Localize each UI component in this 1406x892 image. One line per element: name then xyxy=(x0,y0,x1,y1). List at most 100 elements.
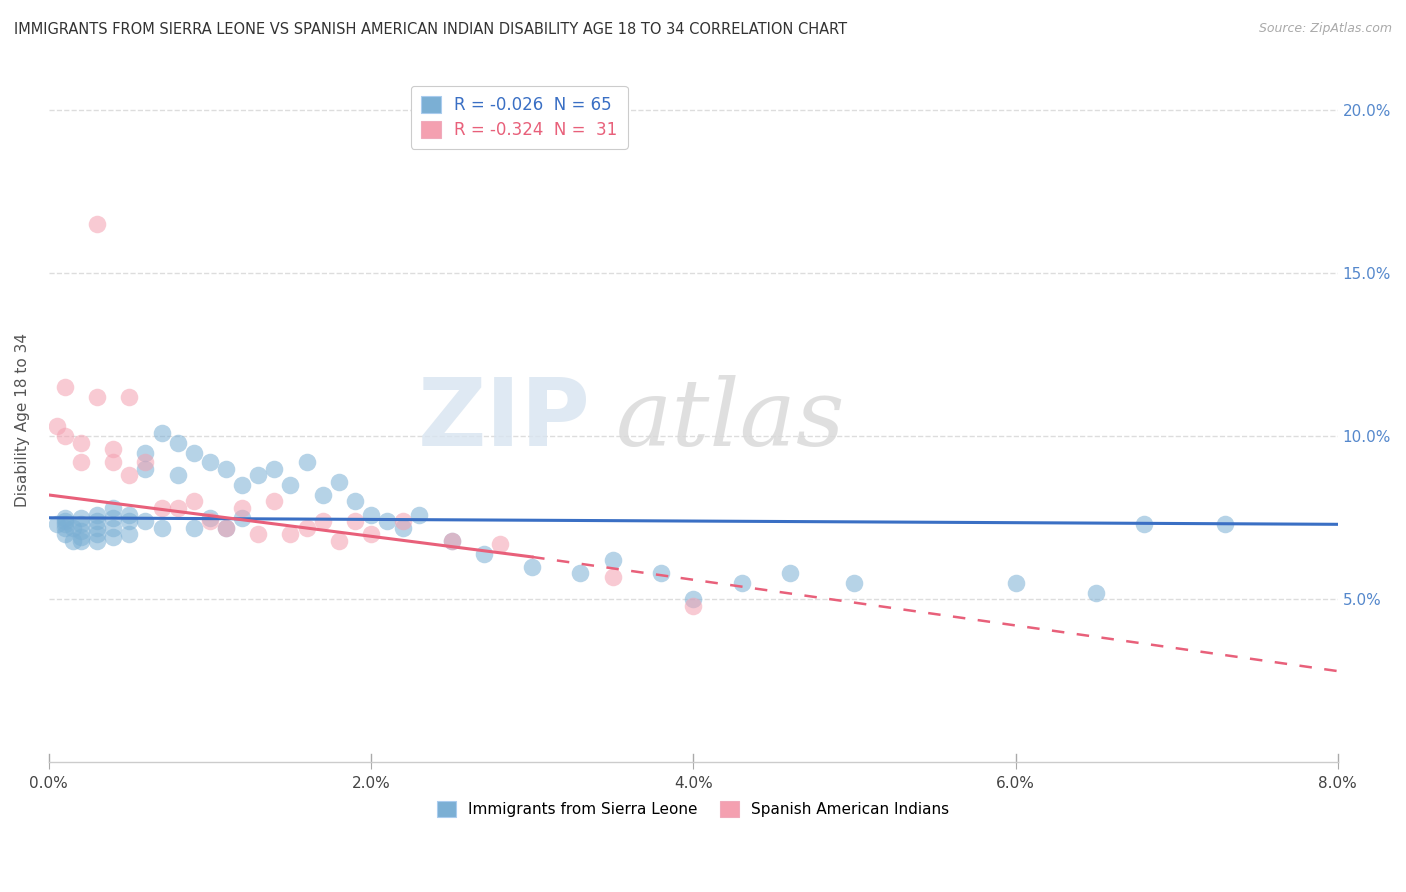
Point xyxy=(166,501,188,516)
Point xyxy=(602,569,624,583)
Point xyxy=(343,514,366,528)
Point xyxy=(103,510,125,524)
Point xyxy=(62,533,84,548)
Point xyxy=(328,475,350,489)
Point xyxy=(150,425,173,440)
Point xyxy=(45,419,67,434)
Point xyxy=(392,514,415,528)
Point xyxy=(263,494,285,508)
Point xyxy=(295,455,318,469)
Point xyxy=(118,468,141,483)
Legend: Immigrants from Sierra Leone, Spanish American Indians: Immigrants from Sierra Leone, Spanish Am… xyxy=(432,795,955,823)
Y-axis label: Disability Age 18 to 34: Disability Age 18 to 34 xyxy=(15,333,30,507)
Point xyxy=(569,566,592,581)
Point xyxy=(198,455,221,469)
Point xyxy=(440,533,463,548)
Point xyxy=(70,533,93,548)
Point xyxy=(1133,517,1156,532)
Point xyxy=(280,478,302,492)
Text: IMMIGRANTS FROM SIERRA LEONE VS SPANISH AMERICAN INDIAN DISABILITY AGE 18 TO 34 : IMMIGRANTS FROM SIERRA LEONE VS SPANISH … xyxy=(14,22,848,37)
Point xyxy=(520,559,543,574)
Point xyxy=(150,520,173,534)
Point xyxy=(602,553,624,567)
Point xyxy=(86,508,108,522)
Point xyxy=(682,599,704,613)
Text: atlas: atlas xyxy=(616,375,845,465)
Text: Source: ZipAtlas.com: Source: ZipAtlas.com xyxy=(1258,22,1392,36)
Point xyxy=(730,576,752,591)
Point xyxy=(328,533,350,548)
Point xyxy=(118,508,141,522)
Point xyxy=(375,514,398,528)
Point xyxy=(103,455,125,469)
Point xyxy=(231,501,253,516)
Point xyxy=(779,566,801,581)
Point xyxy=(1085,586,1108,600)
Point xyxy=(198,514,221,528)
Point xyxy=(183,520,205,534)
Point xyxy=(295,520,318,534)
Point xyxy=(183,494,205,508)
Point xyxy=(311,488,333,502)
Point xyxy=(103,530,125,544)
Point xyxy=(215,520,238,534)
Point xyxy=(844,576,866,591)
Point xyxy=(62,520,84,534)
Point xyxy=(360,527,382,541)
Point xyxy=(103,501,125,516)
Point xyxy=(263,462,285,476)
Point xyxy=(360,508,382,522)
Point xyxy=(70,510,93,524)
Point xyxy=(472,547,495,561)
Point xyxy=(53,517,76,532)
Point xyxy=(70,524,93,538)
Point xyxy=(86,533,108,548)
Point xyxy=(70,435,93,450)
Point xyxy=(118,527,141,541)
Point xyxy=(150,501,173,516)
Point xyxy=(311,514,333,528)
Point xyxy=(134,445,156,459)
Point xyxy=(86,217,108,231)
Point xyxy=(103,442,125,457)
Point xyxy=(215,520,238,534)
Point xyxy=(45,517,67,532)
Point xyxy=(166,435,188,450)
Point xyxy=(682,592,704,607)
Point xyxy=(53,520,76,534)
Point xyxy=(53,514,76,528)
Point xyxy=(134,514,156,528)
Point xyxy=(489,537,512,551)
Point xyxy=(103,520,125,534)
Point xyxy=(1213,517,1236,532)
Point xyxy=(118,390,141,404)
Point xyxy=(86,514,108,528)
Point xyxy=(166,468,188,483)
Point xyxy=(53,510,76,524)
Point xyxy=(134,462,156,476)
Point xyxy=(134,455,156,469)
Point xyxy=(86,390,108,404)
Point xyxy=(53,527,76,541)
Point xyxy=(70,517,93,532)
Point xyxy=(183,445,205,459)
Point xyxy=(231,510,253,524)
Point xyxy=(343,494,366,508)
Point xyxy=(70,455,93,469)
Point xyxy=(86,527,108,541)
Point xyxy=(215,462,238,476)
Point xyxy=(247,468,270,483)
Text: ZIP: ZIP xyxy=(418,374,591,466)
Point xyxy=(231,478,253,492)
Point xyxy=(650,566,672,581)
Point xyxy=(86,520,108,534)
Point xyxy=(392,520,415,534)
Point xyxy=(280,527,302,541)
Point xyxy=(53,380,76,394)
Point xyxy=(53,429,76,443)
Point xyxy=(440,533,463,548)
Point xyxy=(1004,576,1026,591)
Point xyxy=(118,514,141,528)
Point xyxy=(198,510,221,524)
Point xyxy=(247,527,270,541)
